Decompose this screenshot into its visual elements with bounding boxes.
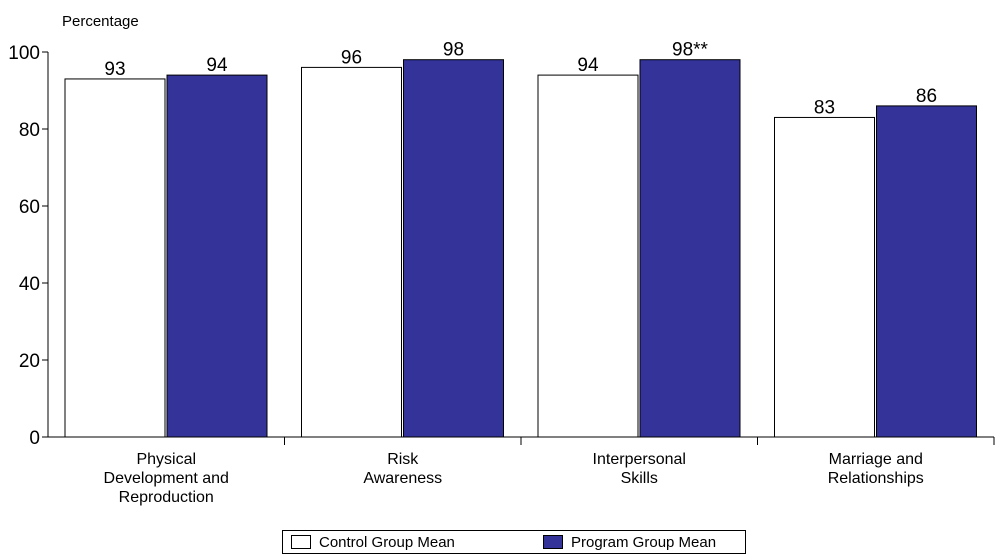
legend-label-control: Control Group Mean (319, 533, 455, 551)
bar-control (537, 74, 639, 438)
x-category-label: Skills (621, 470, 658, 487)
x-category-label: Interpersonal (593, 451, 686, 468)
data-label: 83 (814, 97, 835, 118)
legend-item-control: Control Group Mean (291, 534, 543, 551)
bar-control (301, 66, 402, 438)
x-category-label: Development and (104, 470, 229, 487)
bar-program (166, 74, 268, 438)
data-label: 96 (341, 47, 362, 68)
legend: Control Group Mean Program Group Mean (282, 530, 746, 554)
bar-program (403, 59, 504, 438)
x-category-label: Physical (136, 451, 196, 468)
x-category-label: Marriage and (829, 451, 923, 468)
bar-program (639, 59, 741, 438)
bar-control (774, 116, 875, 438)
legend-item-program: Program Group Mean (543, 534, 716, 551)
y-tick-label: 60 (19, 197, 40, 218)
data-label: 98 (443, 40, 464, 61)
y-axis-label: Percentage (62, 13, 139, 30)
x-category-label: Risk (387, 451, 419, 468)
data-label: 93 (104, 59, 125, 80)
y-tick-label: 80 (19, 120, 40, 141)
x-category-label: Awareness (363, 470, 442, 487)
x-category-label: Relationships (828, 470, 924, 487)
y-tick-label: 100 (8, 43, 40, 64)
data-label: 98** (672, 40, 709, 61)
bar-program (876, 105, 977, 438)
legend-swatch-control (291, 535, 311, 549)
data-label: 94 (577, 55, 599, 76)
data-label: 86 (916, 86, 937, 107)
x-category-label: Reproduction (119, 489, 214, 506)
bar-chart: Percentage 0 20 40 60 80 100 93 94 Physical Develo… (8, 13, 995, 506)
y-tick-label: 0 (29, 428, 40, 449)
y-tick-label: 40 (19, 274, 40, 295)
data-label: 94 (206, 55, 228, 76)
y-tick-label: 20 (19, 351, 40, 372)
legend-swatch-program (543, 535, 563, 549)
legend-label-program: Program Group Mean (571, 533, 717, 551)
bar-control (64, 78, 166, 438)
